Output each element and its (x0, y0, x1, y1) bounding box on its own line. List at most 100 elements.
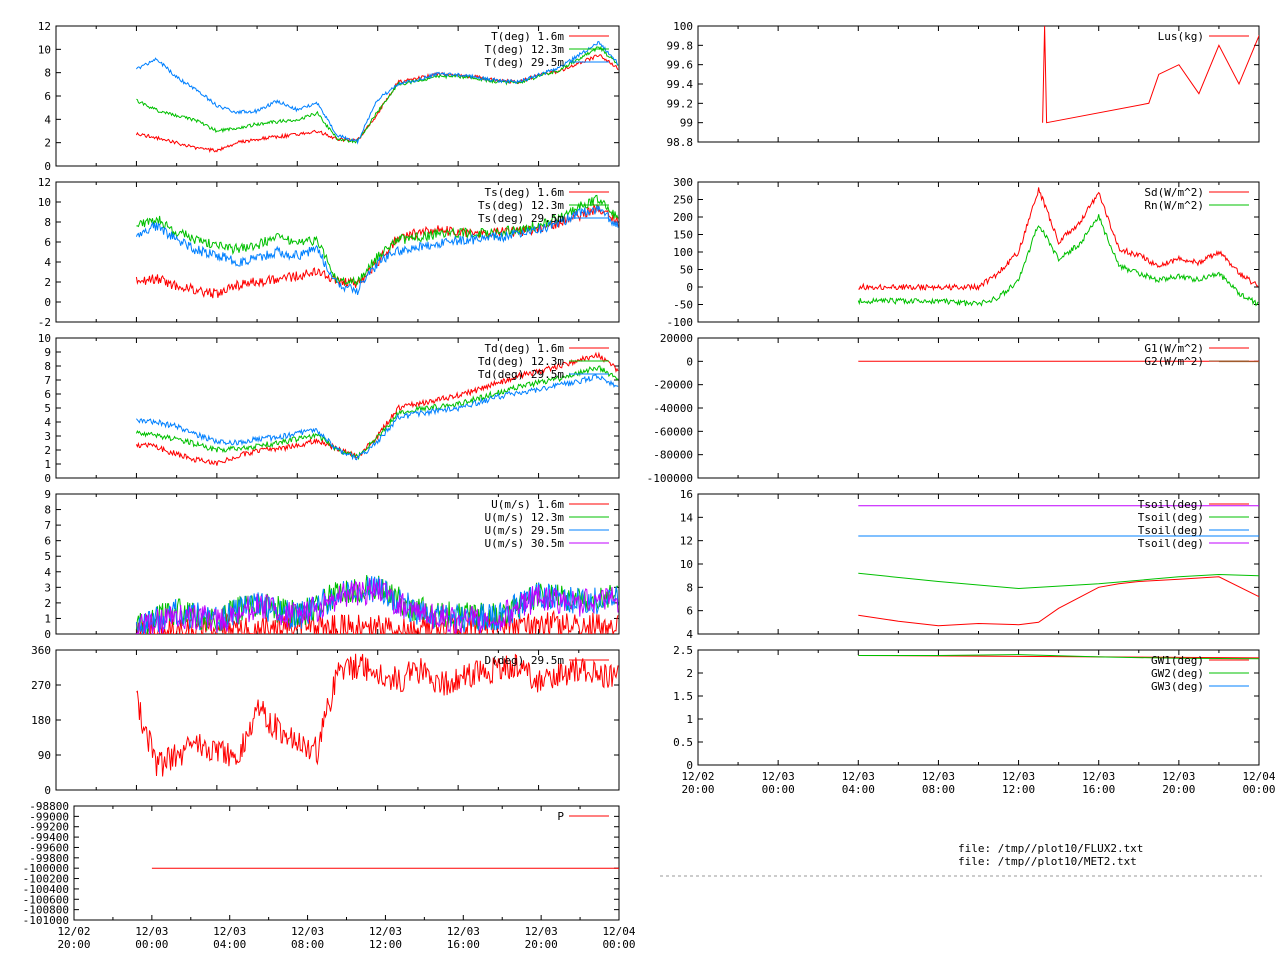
x-tick-label-date: 12/03 (447, 925, 480, 938)
x-tick-label-date: 12/02 (681, 770, 714, 783)
y-tick-label: 0 (44, 296, 51, 309)
y-tick-label: 1.5 (673, 690, 693, 703)
x-tick-label-date: 12/03 (1002, 770, 1035, 783)
series-line-lus-0 (1042, 26, 1259, 124)
x-tick-label-date: 12/03 (842, 770, 875, 783)
panel-tsoil: 46810121416Tsoil(deg)Tsoil(deg)Tsoil(deg… (680, 488, 1260, 641)
y-tick-label: 6 (44, 236, 51, 249)
legend-label: Tsoil(deg) (1138, 511, 1204, 524)
x-tick-label-time: 00:00 (1242, 783, 1275, 796)
x-tick-label-date: 12/03 (1162, 770, 1195, 783)
legend-label: U(m/s) 12.3m (485, 511, 565, 524)
x-tick-label-time: 00:00 (762, 783, 795, 796)
y-tick-label: 99.4 (667, 78, 694, 91)
y-tick-label: 270 (31, 679, 51, 692)
y-tick-label: 100 (673, 20, 693, 33)
y-tick-label: 4 (44, 416, 51, 429)
y-tick-label: 12 (38, 176, 51, 189)
y-tick-label: 2 (44, 137, 51, 150)
y-tick-label: 7 (44, 374, 51, 387)
y-tick-label: 10 (38, 43, 51, 56)
y-tick-label: 10 (38, 332, 51, 345)
y-tick-label: 2.5 (673, 644, 693, 657)
y-tick-label: 6 (44, 388, 51, 401)
x-tick-label-time: 12:00 (369, 938, 402, 951)
y-tick-label: -50 (673, 299, 693, 312)
y-tick-label: -2 (38, 316, 51, 329)
y-tick-label: 99 (680, 117, 693, 130)
series-line-tsoil-1 (858, 572, 1259, 590)
y-tick-label: -99600 (29, 841, 69, 854)
x-tick-label-time: 20:00 (1162, 783, 1195, 796)
series-line-t-0 (135, 54, 619, 153)
y-tick-label: 0 (44, 628, 51, 641)
y-tick-label: 98.8 (667, 136, 694, 149)
y-tick-label: -100800 (23, 904, 69, 917)
x-tick-label-time: 00:00 (602, 938, 635, 951)
panel-g: -100000 -80000 -60000 -40000 -20000 0 20000 G1(… (647, 332, 1260, 485)
y-tick-label: 2 (686, 667, 693, 680)
legend-label: U(m/s) 30.5m (485, 537, 565, 550)
y-tick-label: -80000 (653, 449, 693, 462)
legend-label: G1(W/m^2) (1144, 342, 1204, 355)
y-tick-label: 0 (686, 281, 693, 294)
x-tick-label-date: 12/02 (57, 925, 90, 938)
y-tick-label: 150 (673, 229, 693, 242)
y-tick-label: -40000 (653, 402, 693, 415)
y-tick-label: 6 (44, 90, 51, 103)
y-tick-label: 6 (44, 535, 51, 548)
y-tick-label: 20000 (660, 332, 693, 345)
legend-label: Tsoil(deg) (1138, 498, 1204, 511)
y-tick-label: 50 (680, 264, 693, 277)
y-tick-label: 90 (38, 749, 51, 762)
y-tick-label: -99800 (29, 852, 69, 865)
x-tick-label-time: 20:00 (57, 938, 90, 951)
y-tick-label: -60000 (653, 425, 693, 438)
y-tick-label: 8 (44, 504, 51, 517)
series-line-td-2 (136, 373, 619, 461)
x-tick-label-date: 12/03 (135, 925, 168, 938)
x-tick-label-date: 12/03 (213, 925, 246, 938)
series-line-td-1 (135, 365, 619, 461)
x-tick-label-date: 12/03 (291, 925, 324, 938)
legend-label: G2(W/m^2) (1144, 355, 1204, 368)
x-tick-label-time: 08:00 (291, 938, 324, 951)
y-tick-label: -100400 (23, 883, 69, 896)
y-tick-label: 3 (44, 430, 51, 443)
series-line-ts-2 (135, 204, 619, 296)
x-tick-label-time: 00:00 (135, 938, 168, 951)
x-tick-label-date: 12/04 (602, 925, 635, 938)
x-tick-label-time: 12:00 (1002, 783, 1035, 796)
y-tick-label: 0.5 (673, 736, 693, 749)
x-tick-label-date: 12/03 (762, 770, 795, 783)
y-tick-label: 3 (44, 581, 51, 594)
legend-label: U(m/s) 29.5m (485, 524, 565, 537)
footer-file-flux: file: /tmp//plot10/FLUX2.txt (958, 842, 1144, 855)
x-tick-label-time: 16:00 (447, 938, 480, 951)
legend-label: D(deg) 29.5m (485, 654, 565, 667)
x-tick-label-time: 20:00 (681, 783, 714, 796)
x-tick-label-date: 12/03 (525, 925, 558, 938)
legend-label: Lus(kg) (1158, 30, 1204, 43)
y-tick-label: 300 (673, 176, 693, 189)
series-line-tsoil-0 (858, 576, 1259, 627)
panel-t: 0 2 4 6 8 10 12 T(deg) 1.6mT(deg) 12.3mT(deg) 2… (38, 20, 620, 173)
legend-label: U(m/s) 1.6m (491, 498, 564, 511)
series-line-u-0 (135, 609, 619, 634)
y-tick-label: 8 (686, 581, 693, 594)
y-tick-label: 1 (686, 713, 693, 726)
y-tick-label: 4 (44, 113, 51, 126)
y-tick-label: 2 (44, 276, 51, 289)
panel-sd: -100 -50 0 50 100 150 200 250 300 Sd(W/m^2)Rn(W/m… (667, 176, 1260, 329)
y-tick-label: 8 (44, 216, 51, 229)
series-line-t-2 (135, 41, 619, 145)
legend-label: T(deg) 1.6m (491, 30, 564, 43)
y-tick-label: 8 (44, 360, 51, 373)
y-tick-label: -99000 (29, 810, 69, 823)
x-tick-label-date: 12/03 (1082, 770, 1115, 783)
y-tick-label: 5 (44, 402, 51, 415)
y-tick-label: 10 (38, 196, 51, 209)
y-tick-label: 12 (680, 535, 693, 548)
x-tick-label-date: 12/03 (369, 925, 402, 938)
legend-label: Ts(deg) 12.3m (478, 199, 564, 212)
